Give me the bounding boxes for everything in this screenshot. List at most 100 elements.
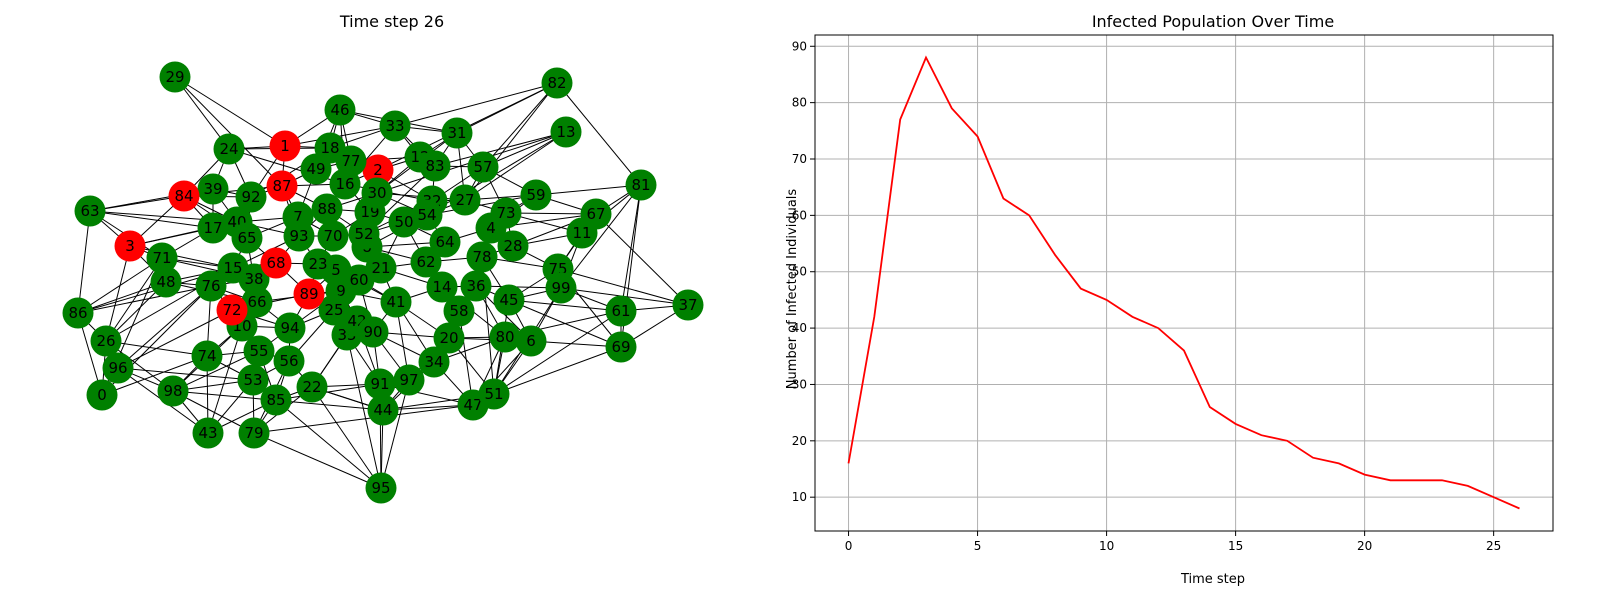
node-88: 88 bbox=[311, 193, 343, 225]
edge-86-76 bbox=[77, 285, 212, 314]
node-6: 6 bbox=[515, 325, 547, 357]
edge-0-74 bbox=[101, 355, 208, 396]
node-circle-38 bbox=[238, 263, 270, 295]
node-circle-3 bbox=[114, 230, 146, 262]
edge-13-83 bbox=[434, 131, 567, 167]
edge-79-47 bbox=[253, 404, 474, 434]
node-label-91: 91 bbox=[370, 375, 389, 393]
node-label-58: 58 bbox=[449, 302, 468, 320]
node-circle-96 bbox=[102, 352, 134, 384]
node-label-47: 47 bbox=[463, 396, 482, 414]
node-17: 17 bbox=[197, 212, 229, 244]
node-label-31: 31 bbox=[447, 124, 466, 142]
node-circle-55 bbox=[243, 335, 275, 367]
node-29: 29 bbox=[159, 61, 191, 93]
node-circle-2 bbox=[362, 154, 394, 186]
node-label-59: 59 bbox=[526, 186, 545, 204]
node-label-38: 38 bbox=[244, 270, 263, 288]
node-20: 20 bbox=[433, 322, 465, 354]
node-49: 49 bbox=[300, 153, 332, 185]
node-circle-72 bbox=[216, 294, 248, 326]
node-48: 48 bbox=[150, 266, 182, 298]
node-80: 80 bbox=[489, 321, 521, 353]
node-27: 27 bbox=[449, 184, 481, 216]
node-circle-41 bbox=[380, 286, 412, 318]
node-circle-71 bbox=[146, 242, 178, 274]
node-label-16: 16 bbox=[335, 175, 354, 193]
node-97: 97 bbox=[393, 364, 425, 396]
node-circle-31 bbox=[441, 117, 473, 149]
node-2: 2 bbox=[362, 154, 394, 186]
edge-26-74 bbox=[105, 340, 208, 357]
node-22: 22 bbox=[296, 371, 328, 403]
node-circle-56 bbox=[273, 345, 305, 377]
node-label-66: 66 bbox=[247, 293, 266, 311]
node-circle-63 bbox=[74, 195, 106, 227]
node-label-5: 5 bbox=[331, 261, 341, 279]
node-circle-64 bbox=[429, 226, 461, 258]
edge-3-26 bbox=[105, 245, 131, 342]
node-circle-66 bbox=[241, 286, 273, 318]
node-circle-53 bbox=[237, 364, 269, 396]
node-label-87: 87 bbox=[272, 177, 291, 195]
chart-grid bbox=[815, 35, 1553, 531]
node-label-25: 25 bbox=[324, 301, 343, 319]
node-89: 89 bbox=[293, 278, 325, 310]
x-tick-label-0: 0 bbox=[845, 539, 853, 553]
node-label-73: 73 bbox=[496, 204, 515, 222]
node-label-36: 36 bbox=[466, 277, 485, 295]
edge-29-1 bbox=[174, 76, 286, 147]
edge-82-33 bbox=[394, 82, 558, 127]
edge-86-71 bbox=[77, 257, 163, 314]
node-circle-1 bbox=[269, 130, 301, 162]
edge-26-71 bbox=[105, 257, 163, 342]
node-79: 79 bbox=[238, 417, 270, 449]
node-52: 52 bbox=[348, 218, 380, 250]
node-64: 64 bbox=[429, 226, 461, 258]
node-circle-44 bbox=[367, 394, 399, 426]
node-26: 26 bbox=[90, 325, 122, 357]
y-tick-label-70: 70 bbox=[792, 152, 807, 166]
node-label-49: 49 bbox=[306, 160, 325, 178]
node-label-11: 11 bbox=[572, 224, 591, 242]
node-73: 73 bbox=[490, 197, 522, 229]
node-circle-60 bbox=[343, 264, 375, 296]
node-label-44: 44 bbox=[373, 401, 392, 419]
node-label-56: 56 bbox=[279, 352, 298, 370]
node-label-99: 99 bbox=[551, 279, 570, 297]
plot-area-frame bbox=[814, 34, 1554, 532]
node-circle-13 bbox=[550, 116, 582, 148]
node-76: 76 bbox=[195, 270, 227, 302]
node-label-70: 70 bbox=[323, 227, 342, 245]
node-circle-80 bbox=[489, 321, 521, 353]
edge-13-27 bbox=[464, 131, 567, 201]
node-label-24: 24 bbox=[219, 140, 238, 158]
y-tick-label-20: 20 bbox=[792, 434, 807, 448]
y-tick-label-30: 30 bbox=[792, 377, 807, 391]
node-24: 24 bbox=[213, 133, 245, 165]
node-circle-23 bbox=[302, 248, 334, 280]
node-label-60: 60 bbox=[349, 271, 368, 289]
node-label-93: 93 bbox=[289, 227, 308, 245]
node-circle-98 bbox=[157, 375, 189, 407]
node-25: 25 bbox=[318, 294, 350, 326]
node-98: 98 bbox=[157, 375, 189, 407]
node-circle-58 bbox=[443, 295, 475, 327]
node-circle-29 bbox=[159, 61, 191, 93]
node-circle-54 bbox=[411, 199, 443, 231]
node-circle-95 bbox=[365, 472, 397, 504]
node-30: 30 bbox=[361, 177, 393, 209]
node-circle-51 bbox=[478, 378, 510, 410]
node-68: 68 bbox=[260, 247, 292, 279]
node-circle-79 bbox=[238, 417, 270, 449]
node-circle-97 bbox=[393, 364, 425, 396]
edge-81-59 bbox=[535, 184, 642, 196]
y-tick-label-80: 80 bbox=[792, 96, 807, 110]
node-label-9: 9 bbox=[336, 282, 346, 300]
node-28: 28 bbox=[497, 230, 529, 262]
node-label-78: 78 bbox=[472, 248, 491, 266]
edge-95-97 bbox=[380, 379, 410, 489]
node-label-13: 13 bbox=[556, 123, 575, 141]
node-label-94: 94 bbox=[280, 319, 299, 337]
y-tick-label-60: 60 bbox=[792, 208, 807, 222]
